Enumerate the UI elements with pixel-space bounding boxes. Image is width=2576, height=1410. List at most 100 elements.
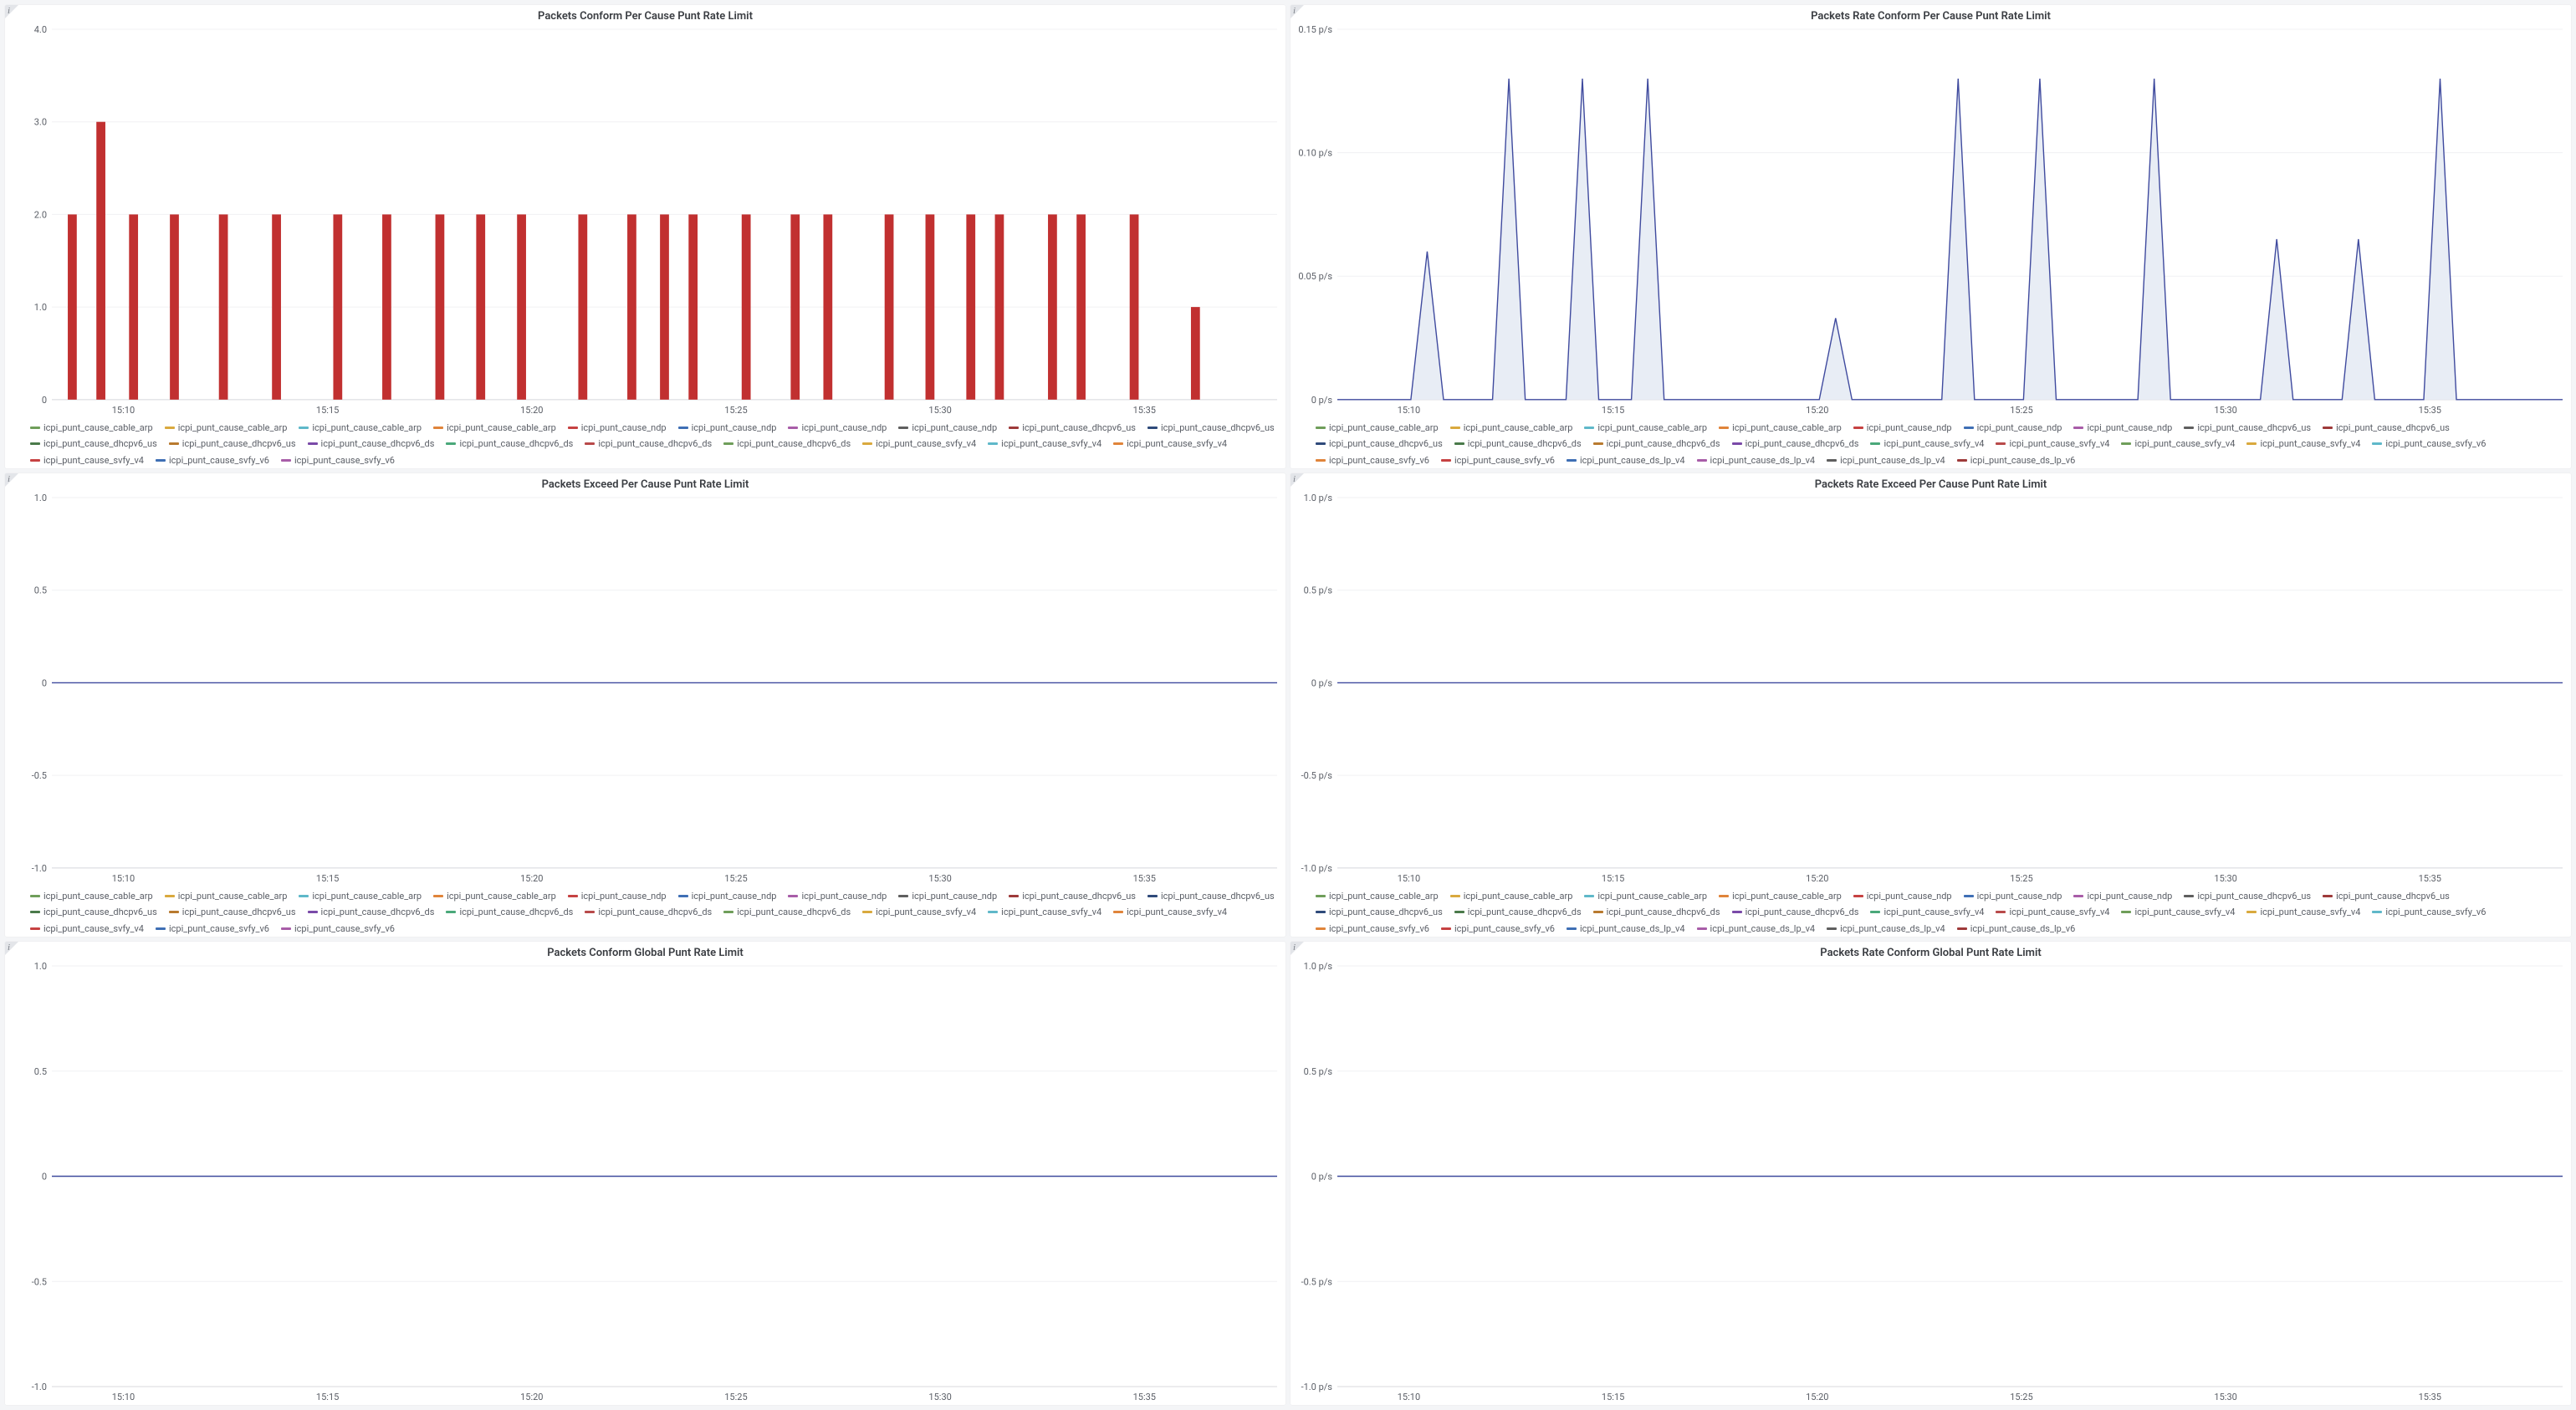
legend-item[interactable]: icpi_punt_cause_dhcpv6_ds — [1454, 906, 1582, 918]
legend-item[interactable]: icpi_punt_cause_dhcpv6_us — [169, 906, 296, 918]
legend-item[interactable]: icpi_punt_cause_cable_arp — [433, 421, 556, 434]
legend-item[interactable]: icpi_punt_cause_dhcpv6_us — [1147, 421, 1275, 434]
legend-item[interactable]: icpi_punt_cause_svfy_v6 — [156, 454, 269, 467]
legend-item[interactable]: icpi_punt_cause_cable_arp — [1450, 421, 1573, 434]
legend-item[interactable]: icpi_punt_cause_dhcpv6_us — [2184, 890, 2311, 902]
legend-item[interactable]: icpi_punt_cause_svfy_v4 — [862, 906, 976, 918]
legend-item[interactable]: icpi_punt_cause_cable_arp — [30, 890, 153, 902]
legend-item[interactable]: icpi_punt_cause_cable_arp — [299, 890, 422, 902]
legend-item[interactable]: icpi_punt_cause_dhcpv6_ds — [1732, 906, 1859, 918]
legend-item[interactable]: icpi_punt_cause_ds_lp_v4 — [1697, 922, 1816, 935]
legend-item[interactable]: icpi_punt_cause_svfy_v4 — [1996, 906, 2109, 918]
panel-title[interactable]: Packets Rate Conform Per Cause Punt Rate… — [1291, 5, 2571, 24]
legend-item[interactable]: icpi_punt_cause_dhcpv6_ds — [585, 906, 712, 918]
legend-item[interactable]: icpi_punt_cause_dhcpv6_us — [30, 906, 157, 918]
legend-item[interactable]: icpi_punt_cause_ds_lp_v6 — [1957, 922, 2076, 935]
legend-item[interactable]: icpi_punt_cause_dhcpv6_ds — [1593, 906, 1720, 918]
panel-title[interactable]: Packets Rate Conform Global Punt Rate Li… — [1291, 942, 2571, 961]
legend-item[interactable]: icpi_punt_cause_ds_lp_v4 — [1567, 454, 1685, 467]
legend-item[interactable]: icpi_punt_cause_dhcpv6_ds — [446, 437, 573, 450]
legend-item[interactable]: icpi_punt_cause_dhcpv6_us — [1009, 421, 1136, 434]
legend-item[interactable]: icpi_punt_cause_dhcpv6_ds — [1454, 437, 1582, 450]
legend-item[interactable]: icpi_punt_cause_cable_arp — [1450, 890, 1573, 902]
legend-item[interactable]: icpi_punt_cause_ndp — [898, 890, 997, 902]
legend-item[interactable]: icpi_punt_cause_svfy_v4 — [1113, 906, 1227, 918]
legend-item[interactable]: icpi_punt_cause_svfy_v4 — [862, 437, 976, 450]
legend-item[interactable]: icpi_punt_cause_cable_arp — [1316, 890, 1439, 902]
legend-item[interactable]: icpi_punt_cause_ndp — [1964, 421, 2062, 434]
legend-item[interactable]: icpi_punt_cause_svfy_v4 — [2121, 906, 2235, 918]
legend-item[interactable]: icpi_punt_cause_ndp — [788, 890, 887, 902]
legend-item[interactable]: icpi_punt_cause_svfy_v6 — [2372, 437, 2486, 450]
legend-item[interactable]: icpi_punt_cause_dhcpv6_us — [1147, 890, 1275, 902]
legend-item[interactable]: icpi_punt_cause_ds_lp_v4 — [1567, 922, 1685, 935]
legend-item[interactable]: icpi_punt_cause_svfy_v6 — [156, 922, 269, 935]
legend-item[interactable]: icpi_punt_cause_ndp — [898, 421, 997, 434]
chart-area[interactable]: 01.02.03.04.015:1015:1515:2015:2515:3015… — [5, 24, 1285, 418]
chart-area[interactable]: -1.0-0.500.51.015:1015:1515:2015:2515:30… — [5, 961, 1285, 1405]
legend-item[interactable]: icpi_punt_cause_svfy_v6 — [1441, 922, 1555, 935]
legend-item[interactable]: icpi_punt_cause_dhcpv6_ds — [308, 906, 435, 918]
legend-item[interactable]: icpi_punt_cause_svfy_v4 — [1870, 906, 1984, 918]
panel-title[interactable]: Packets Exceed Per Cause Punt Rate Limit — [5, 473, 1285, 493]
chart-area[interactable]: -1.0-0.500.51.015:1015:1515:2015:2515:30… — [5, 493, 1285, 886]
legend-item[interactable]: icpi_punt_cause_dhcpv6_us — [169, 437, 296, 450]
legend-item[interactable]: icpi_punt_cause_svfy_v4 — [988, 906, 1101, 918]
info-icon[interactable]: i — [1293, 943, 1296, 953]
legend-item[interactable]: icpi_punt_cause_dhcpv6_ds — [585, 437, 712, 450]
info-icon[interactable]: i — [8, 474, 10, 484]
legend-item[interactable]: icpi_punt_cause_dhcpv6_us — [2323, 421, 2450, 434]
legend-item[interactable]: icpi_punt_cause_cable_arp — [1316, 421, 1439, 434]
info-icon[interactable]: i — [8, 943, 10, 953]
legend-item[interactable]: icpi_punt_cause_svfy_v4 — [2246, 906, 2360, 918]
info-icon[interactable]: i — [8, 6, 10, 16]
legend-item[interactable]: icpi_punt_cause_dhcpv6_us — [1009, 890, 1136, 902]
legend-item[interactable]: icpi_punt_cause_svfy_v4 — [30, 922, 144, 935]
legend-item[interactable]: icpi_punt_cause_ndp — [1853, 890, 1952, 902]
chart-area[interactable]: -1.0 p/s-0.5 p/s0 p/s0.5 p/s1.0 p/s15:10… — [1291, 493, 2571, 886]
legend-item[interactable]: icpi_punt_cause_svfy_v4 — [2246, 437, 2360, 450]
legend-item[interactable]: icpi_punt_cause_cable_arp — [30, 421, 153, 434]
legend-item[interactable]: icpi_punt_cause_ndp — [1964, 890, 2062, 902]
legend-item[interactable]: icpi_punt_cause_svfy_v6 — [1316, 454, 1429, 467]
legend-item[interactable]: icpi_punt_cause_ds_lp_v4 — [1827, 922, 1945, 935]
legend-item[interactable]: icpi_punt_cause_dhcpv6_us — [2184, 421, 2311, 434]
legend-item[interactable]: icpi_punt_cause_cable_arp — [299, 421, 422, 434]
legend-item[interactable]: icpi_punt_cause_svfy_v4 — [2121, 437, 2235, 450]
chart-area[interactable]: 0 p/s0.05 p/s0.10 p/s0.15 p/s15:1015:151… — [1291, 24, 2571, 418]
legend-item[interactable]: icpi_punt_cause_svfy_v4 — [30, 454, 144, 467]
legend-item[interactable]: icpi_punt_cause_svfy_v6 — [1441, 454, 1555, 467]
legend-item[interactable]: icpi_punt_cause_cable_arp — [165, 421, 288, 434]
legend-item[interactable]: icpi_punt_cause_dhcpv6_ds — [1593, 437, 1720, 450]
legend-item[interactable]: icpi_punt_cause_ndp — [678, 890, 777, 902]
legend-item[interactable]: icpi_punt_cause_ndp — [788, 421, 887, 434]
legend-item[interactable]: icpi_punt_cause_svfy_v4 — [1996, 437, 2109, 450]
legend-item[interactable]: icpi_punt_cause_dhcpv6_ds — [308, 437, 435, 450]
legend-item[interactable]: icpi_punt_cause_dhcpv6_us — [2323, 890, 2450, 902]
legend-item[interactable]: icpi_punt_cause_cable_arp — [1584, 421, 1707, 434]
legend-item[interactable]: icpi_punt_cause_svfy_v4 — [988, 437, 1101, 450]
legend-item[interactable]: icpi_punt_cause_svfy_v6 — [2372, 906, 2486, 918]
info-icon[interactable]: i — [1293, 6, 1296, 16]
legend-item[interactable]: icpi_punt_cause_ds_lp_v4 — [1697, 454, 1816, 467]
legend-item[interactable]: icpi_punt_cause_ndp — [2073, 890, 2172, 902]
legend-item[interactable]: icpi_punt_cause_dhcpv6_ds — [723, 437, 851, 450]
legend-item[interactable]: icpi_punt_cause_dhcpv6_us — [1316, 906, 1443, 918]
legend-item[interactable]: icpi_punt_cause_dhcpv6_ds — [723, 906, 851, 918]
legend-item[interactable]: icpi_punt_cause_ds_lp_v4 — [1827, 454, 1945, 467]
legend-item[interactable]: icpi_punt_cause_dhcpv6_ds — [446, 906, 573, 918]
legend-item[interactable]: icpi_punt_cause_dhcpv6_ds — [1732, 437, 1859, 450]
panel-title[interactable]: Packets Rate Exceed Per Cause Punt Rate … — [1291, 473, 2571, 493]
legend-item[interactable]: icpi_punt_cause_ndp — [568, 890, 667, 902]
legend-item[interactable]: icpi_punt_cause_cable_arp — [165, 890, 288, 902]
legend-item[interactable]: icpi_punt_cause_cable_arp — [1584, 890, 1707, 902]
legend-item[interactable]: icpi_punt_cause_ndp — [568, 421, 667, 434]
legend-item[interactable]: icpi_punt_cause_dhcpv6_us — [1316, 437, 1443, 450]
legend-item[interactable]: icpi_punt_cause_ds_lp_v6 — [1957, 454, 2076, 467]
legend-item[interactable]: icpi_punt_cause_ndp — [2073, 421, 2172, 434]
legend-item[interactable]: icpi_punt_cause_svfy_v4 — [1870, 437, 1984, 450]
panel-title[interactable]: Packets Conform Per Cause Punt Rate Limi… — [5, 5, 1285, 24]
legend-item[interactable]: icpi_punt_cause_ndp — [1853, 421, 1952, 434]
legend-item[interactable]: icpi_punt_cause_svfy_v6 — [281, 922, 395, 935]
legend-item[interactable]: icpi_punt_cause_ndp — [678, 421, 777, 434]
